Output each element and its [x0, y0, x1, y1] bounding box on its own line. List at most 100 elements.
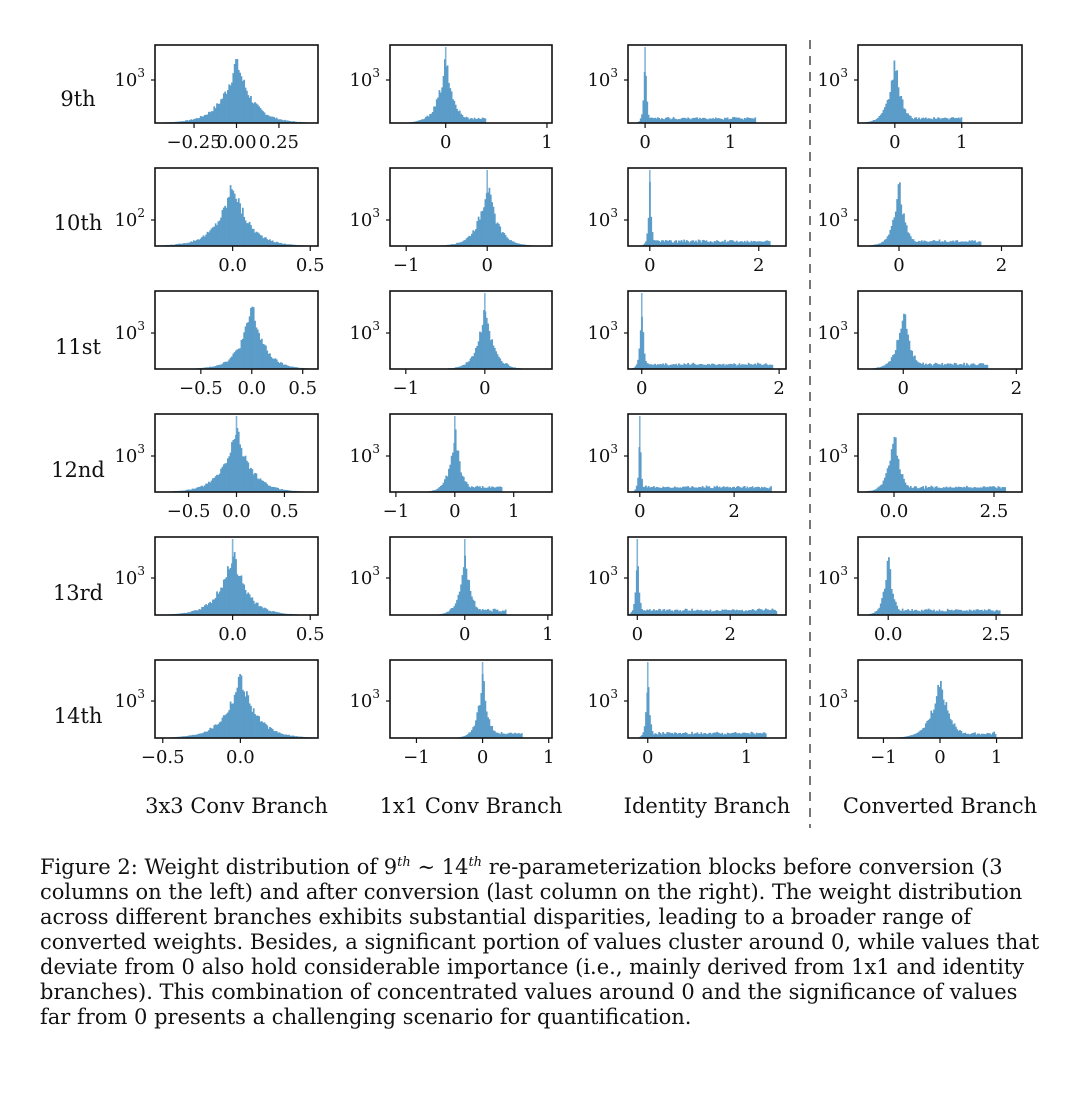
histogram-bar [471, 596, 473, 615]
histogram-bar [255, 602, 258, 615]
histogram-bar [444, 613, 446, 615]
histogram-bar [915, 486, 918, 492]
histogram-bar [499, 734, 502, 738]
histogram-bar [888, 361, 890, 369]
histogram-bar [985, 734, 987, 738]
histogram-bar [221, 466, 224, 492]
histogram-bar [710, 363, 713, 369]
histogram-bar [751, 364, 754, 369]
histogram-bar [875, 118, 878, 123]
histogram-bar [909, 610, 912, 615]
y-tick-exponent: 3 [372, 442, 380, 456]
histogram-bar [717, 241, 720, 246]
histogram-bar [469, 118, 472, 123]
histogram-bar [207, 367, 210, 369]
histogram-bar [685, 732, 688, 738]
histogram-bar [666, 240, 668, 246]
histogram-bar [650, 724, 653, 738]
histogram-bar [894, 437, 897, 492]
histogram-bar [764, 363, 767, 369]
histogram-bar [462, 364, 465, 369]
histogram-bar [493, 487, 496, 492]
histogram-bar [922, 117, 924, 123]
histogram-bar [746, 364, 749, 369]
histogram-bar [739, 610, 742, 615]
axes-frame [857, 290, 1023, 370]
histogram-bar [653, 364, 655, 369]
zero-spike-bar [235, 416, 238, 492]
histogram-bar [256, 232, 259, 246]
x-tick-label: 0.5 [296, 624, 325, 645]
histogram-bar [693, 117, 696, 123]
histogram-bar [655, 240, 658, 246]
histogram-bar [741, 241, 743, 246]
histogram-bar [915, 241, 918, 246]
histogram-bar [233, 63, 236, 123]
histogram-bar [981, 487, 983, 492]
histogram-bar [892, 79, 894, 123]
histogram-bar [277, 487, 280, 492]
histogram-bar [904, 222, 907, 246]
histogram-bar [516, 733, 519, 738]
histogram-bar [282, 120, 285, 123]
histogram-bar [964, 610, 967, 615]
histogram-bar [515, 242, 518, 246]
x-tick-label: 0.25 [259, 132, 299, 153]
histogram-bar [674, 364, 676, 369]
histogram-bar [247, 462, 250, 492]
histogram-bar [265, 482, 267, 492]
histogram-bar [498, 611, 500, 615]
histogram-bar [959, 730, 961, 738]
histogram-bar [753, 488, 755, 492]
histogram-bar [658, 487, 660, 492]
histogram-bar [703, 733, 705, 738]
histogram-bar [896, 70, 899, 123]
histogram-bar [502, 232, 504, 246]
histogram-bar [485, 317, 488, 369]
histogram-bar [213, 226, 216, 246]
histogram-bar [274, 731, 277, 738]
histogram-bar [933, 117, 935, 123]
histogram-bar [668, 487, 671, 492]
histogram-bar [957, 609, 960, 615]
histogram-bar [762, 241, 765, 246]
histogram-bar [487, 192, 489, 246]
histogram-bar [893, 436, 896, 492]
histogram-bar [663, 733, 666, 738]
histogram-bar [892, 593, 894, 615]
histogram-panel-11st-1x1-conv-branch: 103−1 0 [349, 290, 553, 399]
histogram-bar [222, 93, 225, 123]
histogram-bar [775, 611, 778, 615]
axes-frame [857, 44, 1023, 124]
histogram-bar [446, 476, 449, 492]
histogram-bar [277, 119, 280, 123]
histogram-bar [237, 69, 240, 123]
histogram-bar [275, 487, 278, 492]
histogram-bar [739, 733, 742, 738]
histogram-bar [746, 611, 749, 615]
histogram-bar [678, 611, 680, 615]
histogram-bar [457, 242, 460, 246]
y-tick-label: 103 [587, 206, 618, 231]
histogram-bar [718, 610, 721, 615]
histogram-bar [908, 487, 911, 492]
histogram-bar [739, 118, 742, 123]
histogram-bar [473, 117, 476, 123]
histogram-bar [718, 363, 721, 369]
histogram-bar [745, 242, 747, 246]
histogram-bar [920, 729, 923, 738]
histogram-bar [664, 240, 667, 246]
histogram-bar [462, 476, 465, 492]
histogram-bar [520, 733, 523, 738]
histogram-bar [267, 610, 270, 615]
histogram-bar [201, 236, 203, 246]
histogram-bar [760, 365, 763, 369]
histogram-bar [957, 486, 960, 492]
histogram-bar [267, 485, 270, 492]
histogram-bar [742, 732, 745, 738]
histogram-bar [518, 733, 520, 738]
histogram-bar [705, 240, 708, 246]
histogram-bar [461, 114, 464, 123]
